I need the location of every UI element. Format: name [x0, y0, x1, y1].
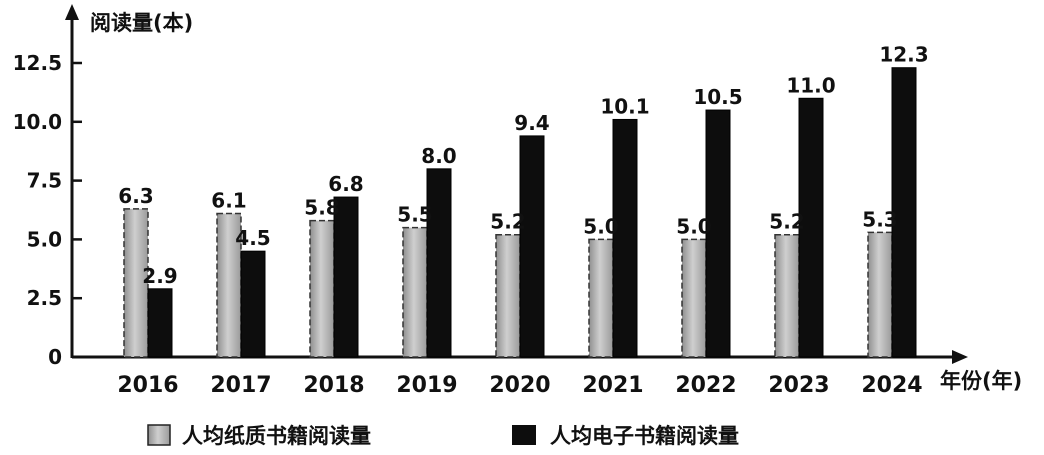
bar-paper — [774, 233, 800, 358]
y-tick-label: 5.0 — [27, 227, 62, 251]
data-label-paper: 5.0 — [676, 214, 711, 238]
data-label-ebook: 10.1 — [600, 94, 649, 118]
x-tick-label: 2021 — [582, 373, 643, 398]
data-label-paper: 5.0 — [583, 214, 618, 238]
x-tick-label: 2020 — [489, 373, 550, 398]
bar-ebook — [426, 168, 452, 358]
legend: 人均纸质书籍阅读量 人均电子书籍阅读量 — [147, 424, 739, 448]
x-axis-arrow — [952, 350, 968, 364]
y-tick-label: 12.5 — [13, 51, 62, 75]
bar-ebook — [798, 97, 824, 358]
bar-ebook — [612, 118, 638, 358]
bar-paper — [588, 238, 614, 358]
bar-ebook — [333, 196, 359, 358]
bar-ebook — [240, 250, 266, 358]
data-label-ebook: 11.0 — [786, 73, 835, 97]
x-tick-label: 2023 — [768, 373, 829, 398]
data-label-ebook: 9.4 — [514, 111, 549, 135]
data-label-ebook: 6.8 — [328, 172, 363, 196]
data-label-paper: 5.8 — [304, 196, 339, 220]
bar-paper — [309, 219, 335, 358]
bar-ebook — [519, 135, 545, 358]
x-tick-label: 2018 — [303, 373, 364, 398]
y-tick-label: 7.5 — [27, 169, 62, 193]
bar-ebook — [147, 288, 173, 358]
data-label-paper: 5.3 — [862, 207, 897, 231]
data-label-ebook: 12.3 — [879, 43, 928, 67]
legend-label-paper: 人均纸质书籍阅读量 — [182, 424, 371, 448]
bar-paper — [495, 233, 521, 358]
y-tick-label: 10.0 — [13, 110, 62, 134]
bar-paper — [402, 226, 428, 358]
bar-ebook — [705, 109, 731, 358]
data-label-paper: 5.2 — [769, 210, 804, 234]
data-label-paper: 5.5 — [397, 203, 432, 227]
bar-paper — [867, 231, 893, 358]
bar-labels: 6.3 2.9 6.1 4.5 5.86.8 5.5 8.0 5.2 9.4 5.0 10.1 5.0… — [118, 43, 928, 288]
y-axis-arrow — [65, 4, 79, 20]
x-tick-label: 2024 — [861, 373, 922, 398]
y-tick-label: 2.5 — [27, 286, 62, 310]
data-label-ebook: 8.0 — [421, 144, 456, 168]
data-label-ebook: 10.5 — [693, 85, 742, 109]
bar-ebook — [891, 67, 917, 358]
y-tick-label: 0 — [48, 345, 62, 369]
data-label-paper: 6.3 — [118, 184, 153, 208]
x-tick-label: 2022 — [675, 373, 736, 398]
bars — [123, 67, 917, 358]
legend-swatch-paper — [147, 424, 171, 446]
data-label-paper: 5.2 — [490, 210, 525, 234]
bar-paper — [123, 208, 149, 358]
x-tick-label: 2019 — [396, 373, 457, 398]
x-axis-title: 年份(年) — [940, 369, 1022, 393]
y-ticks: 0 2.5 5.0 7.5 10.0 12.5 — [13, 51, 82, 369]
y-axis-title: 阅读量(本) — [90, 11, 193, 35]
x-tick-label: 2016 — [117, 373, 178, 398]
bar-paper — [681, 238, 707, 358]
data-label-ebook: 4.5 — [235, 226, 270, 250]
legend-swatch-ebook — [512, 425, 536, 445]
legend-label-ebook: 人均电子书籍阅读量 — [550, 424, 739, 448]
data-label-ebook: 2.9 — [142, 264, 177, 288]
x-ticks: 2016 2017 2018 2019 2020 2021 2022 2023 2024 — [117, 373, 922, 398]
x-tick-label: 2017 — [210, 373, 271, 398]
data-label-paper: 6.1 — [211, 189, 246, 213]
